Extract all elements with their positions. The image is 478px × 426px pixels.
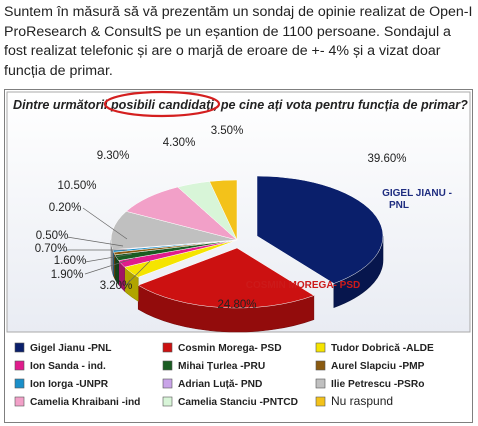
legend-label-2-1: Adrian Luță- PND [178,379,262,390]
pie-slice-11 [209,179,238,241]
leader-line-2 [84,253,133,263]
leader-line-0 [125,260,151,286]
pie-label-6: 0.50% [36,230,69,242]
pie-chart: Dintre următorii posibili candidați, pe … [6,90,471,408]
legend-swatch-2-1 [162,378,173,389]
legend-label-2-2: Ilie Petrescu -PSRo [331,379,424,390]
legend-label-3-2: Nu raspund [331,394,393,408]
pie-label-11: 3.50% [211,125,244,137]
intro-line-4: funcția de primar. [4,62,113,79]
legend-label-3-0: Camelia Khraibani -ind [30,397,140,408]
legend-swatch-1-1 [162,360,173,371]
pie-label-8: 10.50% [57,180,96,192]
legend-swatch-2-0 [14,378,25,389]
intro-line-3: fost realizat telefonic și are o marjă d… [4,43,441,59]
pie-label-10: 4.30% [163,137,196,149]
pie-label-7: 0.20% [49,202,82,214]
legend-label-1-1: Mihai Țurlea -PRU [178,361,265,372]
legend-swatch-3-2 [315,396,326,407]
legend-label-1-0: Ion Sanda - ind. [30,361,106,372]
intro-line-1: Suntem în măsură să vă prezentăm un sond… [4,4,473,20]
legend-swatch-0-0 [14,342,25,353]
pie-label-9: 9.30% [97,150,130,162]
legend-swatch-1-2 [315,360,326,371]
callout-gigel-line2: PNL [389,200,409,211]
legend-label-3-1: Camelia Stanciu -PNTCD [178,397,298,408]
chart-title: Dintre următorii posibili candidați, pe … [13,98,468,112]
intro-line-2: ProResearch & ConsultS pe un eșantion de… [4,23,451,40]
title-highlight-ellipse [103,90,221,118]
leader-line-1 [84,257,136,275]
pie-slice-0 [256,175,384,284]
pie-label-2: 3.20% [100,280,133,292]
legend-swatch-1-0 [14,360,25,371]
pie-label-3: 1.90% [51,269,84,281]
pie-slice-8 [110,211,238,250]
pie-label-1: 24.80% [217,299,256,311]
legend-swatch-0-2 [315,342,326,353]
legend-swatch-2-2 [315,378,326,389]
pie-leader-lines [66,207,151,286]
legend-label-0-2: Tudor Dobrică -ALDE [331,343,434,354]
pie-label-4: 1.60% [54,255,87,267]
pie-tops [110,175,384,309]
legend-swatch-0-1 [162,342,173,353]
legend-swatch-3-0 [14,396,25,407]
pie-label-0: 39.60% [367,153,406,165]
callout-gigel-line1: GIGEL JIANU - [382,188,452,199]
chart-legend: Gigel Jianu -PNL Cosmin Morega- PSD Tudor … [14,342,434,408]
legend-label-0-1: Cosmin Morega- PSD [178,343,282,354]
leader-line-4 [66,236,124,247]
legend-label-0-0: Gigel Jianu -PNL [30,343,112,354]
pie-label-5: 0.70% [35,243,68,255]
chart-frame: Dintre următorii posibili candidați, pe … [4,89,473,423]
intro-text: Suntem în măsură să vă prezentăm un sond… [4,3,476,81]
pie-slice-1 [137,247,315,309]
legend-label-1-2: Aurel Slapciu -PMP [331,361,425,372]
legend-swatch-3-1 [162,396,173,407]
legend-label-2-0: Ion Iorga -UNPR [30,379,109,390]
leader-line-5 [82,207,128,240]
pie-labels: 39.60% 24.80% 3.20% 1.90% 1.60%0.70%0.50% 0.2… [35,125,407,311]
callout-cosmin: COSMIN MOREGA- PSD [246,280,360,291]
